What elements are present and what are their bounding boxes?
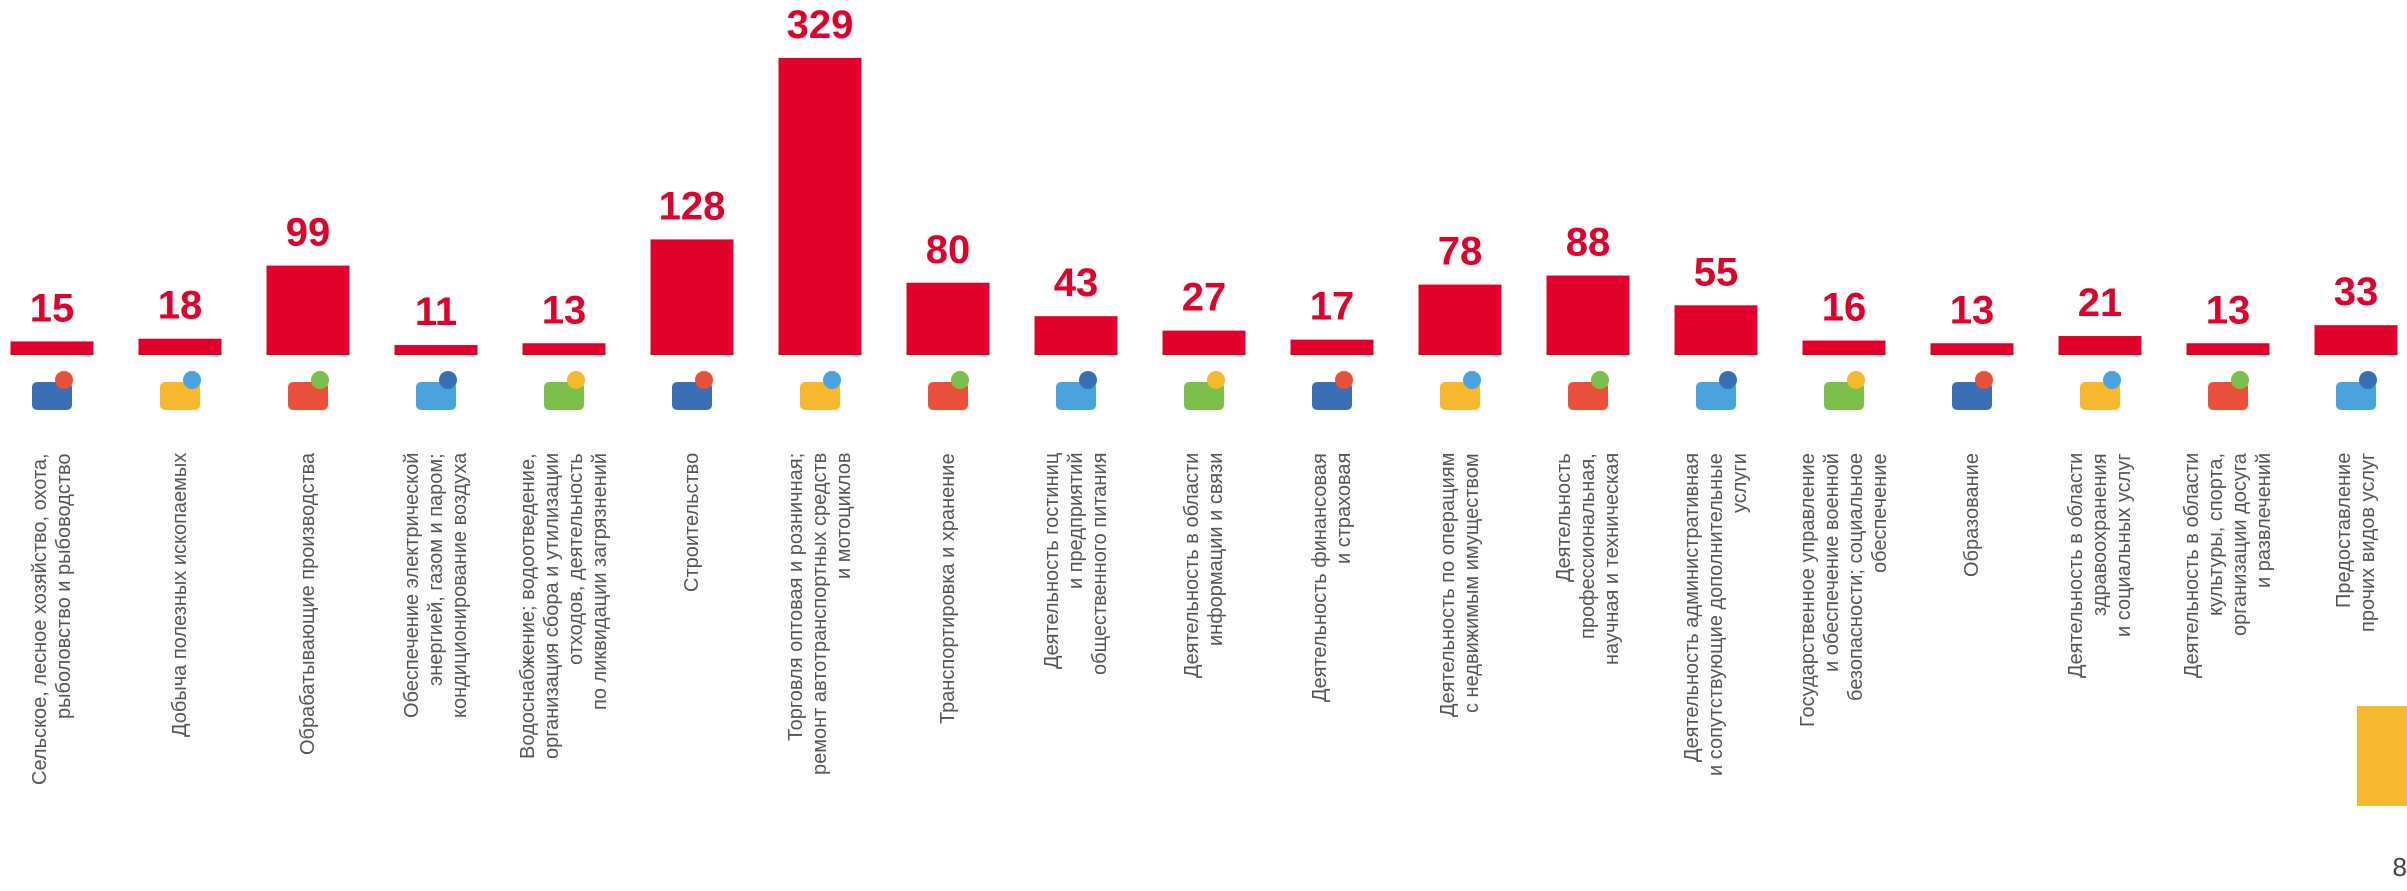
value-label: 88 xyxy=(1566,221,1611,265)
category-label: Торговля оптовая и розничная; ремонт авт… xyxy=(784,453,856,891)
icon xyxy=(1335,371,1353,389)
bar xyxy=(1675,305,1758,355)
bar xyxy=(1035,316,1118,355)
category-label: Деятельность профессиональная, научная и… xyxy=(1552,453,1624,891)
category-label: Предоставление прочих видов услуг xyxy=(2332,453,2380,891)
value-label: 128 xyxy=(659,184,726,228)
value-label: 18 xyxy=(158,284,203,328)
icon xyxy=(1463,371,1481,389)
value-label: 17 xyxy=(1310,285,1355,329)
icon xyxy=(2231,371,2249,389)
value-label: 15 xyxy=(30,286,75,330)
category-label: Сельское, лесное хозяйство, охота, рыбол… xyxy=(28,453,76,891)
page: 15 18 99 11 13 128 329 80 43 27 17 78 88 55 16 13 21 13 33… xyxy=(0,0,2407,891)
category-label: Водоснабжение; водоотведение, организаци… xyxy=(516,453,612,891)
value-label: 13 xyxy=(1950,288,1995,332)
icon xyxy=(2359,371,2377,389)
value-label: 33 xyxy=(2334,270,2379,314)
icon xyxy=(1719,371,1737,389)
category-label: Деятельность административная и сопутств… xyxy=(1680,453,1752,891)
value-label: 99 xyxy=(286,211,331,255)
icon xyxy=(1847,371,1865,389)
value-label: 329 xyxy=(787,3,854,47)
category-label: Образование xyxy=(1960,453,1984,891)
bar xyxy=(907,283,990,355)
category-label: Транспортировка и хранение xyxy=(936,453,960,891)
icon xyxy=(2103,371,2121,389)
value-label: 43 xyxy=(1054,261,1099,305)
icon xyxy=(55,371,73,389)
icon xyxy=(1207,371,1225,389)
icon xyxy=(823,371,841,389)
value-label: 55 xyxy=(1694,250,1739,294)
category-label: Деятельность в области информации и связ… xyxy=(1180,453,1228,891)
icon xyxy=(1591,371,1609,389)
value-label: 80 xyxy=(926,228,971,272)
value-label: 21 xyxy=(2078,281,2123,325)
category-label: Обрабатывающие производства xyxy=(296,453,320,891)
next-button[interactable] xyxy=(2357,706,2407,806)
bar xyxy=(1163,331,1246,355)
category-label: Добыча полезных ископаемых xyxy=(168,453,192,891)
category-label: Деятельность в области культуры, спорта,… xyxy=(2180,453,2276,891)
icon xyxy=(311,371,329,389)
bar xyxy=(651,239,734,355)
page-number: 8 xyxy=(2393,852,2407,883)
icon xyxy=(1975,371,1993,389)
category-label: Государственное управление и обеспечение… xyxy=(1796,453,1892,891)
icon xyxy=(695,371,713,389)
value-label: 13 xyxy=(2206,288,2251,332)
bar xyxy=(1803,341,1886,355)
bar xyxy=(395,345,478,355)
bar xyxy=(11,341,94,355)
icon xyxy=(1079,371,1097,389)
bar xyxy=(2187,343,2270,355)
bar xyxy=(523,343,606,355)
category-label: Деятельность в области здравоохранения и… xyxy=(2064,453,2136,891)
bar xyxy=(2059,336,2142,355)
category-label: Строительство xyxy=(680,453,704,891)
category-label: Обеспечение электрической энергией, газо… xyxy=(400,453,472,891)
category-label: Деятельность гостиниц и предприятий обще… xyxy=(1040,453,1112,891)
icon xyxy=(183,371,201,389)
bar xyxy=(1547,276,1630,355)
value-label: 11 xyxy=(415,290,457,334)
icon xyxy=(439,371,457,389)
category-label: Деятельность финансовая и страховая xyxy=(1308,453,1356,891)
bar xyxy=(267,266,350,355)
bar xyxy=(779,58,862,355)
icon xyxy=(567,371,585,389)
bar xyxy=(1419,285,1502,355)
bar xyxy=(1291,340,1374,355)
value-label: 78 xyxy=(1438,230,1483,274)
bar xyxy=(139,339,222,355)
icon xyxy=(951,371,969,389)
bar xyxy=(1931,343,2014,355)
value-label: 16 xyxy=(1822,286,1867,330)
value-label: 13 xyxy=(542,288,587,332)
bar xyxy=(2315,325,2398,355)
value-label: 27 xyxy=(1182,276,1227,320)
category-label: Деятельность по операциям с недвижимым и… xyxy=(1436,453,1484,891)
